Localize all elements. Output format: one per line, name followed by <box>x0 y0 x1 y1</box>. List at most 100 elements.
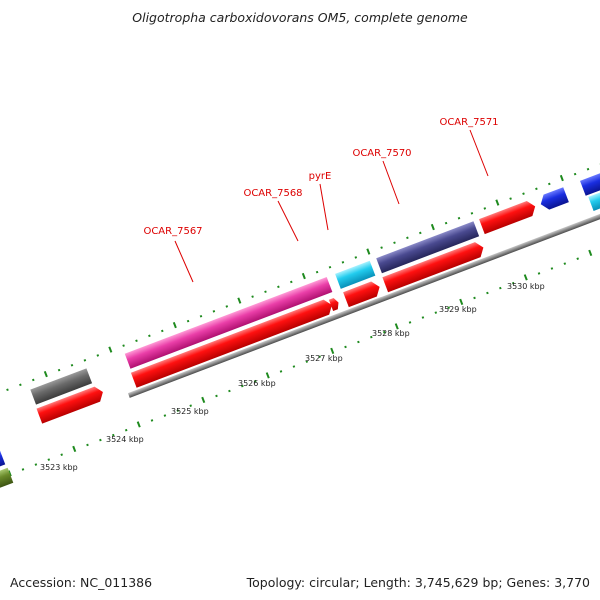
minor-tick <box>96 354 100 357</box>
leader-ocar-7568 <box>277 200 299 242</box>
minor-tick <box>199 314 203 318</box>
minor-tick <box>550 267 554 270</box>
minor-tick <box>370 335 373 339</box>
minor-tick <box>447 306 451 310</box>
minor-tick <box>163 414 167 417</box>
leader-ocar-7571 <box>469 129 489 177</box>
axis-label-3529: 3529 kbp <box>439 305 477 314</box>
minor-tick <box>292 365 296 368</box>
gene-blue-forward <box>580 171 600 196</box>
minor-tick <box>189 404 192 408</box>
gene-purple-ocar-7570[interactable] <box>376 221 480 274</box>
minor-tick <box>47 458 51 461</box>
major-tick <box>265 372 270 379</box>
minor-tick <box>483 207 487 210</box>
cds-red-ocar-7570 <box>382 242 484 293</box>
gene-label-pyre[interactable]: pyrE <box>309 171 332 182</box>
minor-tick <box>34 463 38 466</box>
major-tick <box>495 199 500 206</box>
minor-tick <box>277 285 280 289</box>
minor-tick <box>473 296 476 300</box>
minor-tick <box>6 388 9 392</box>
minor-tick <box>576 257 580 260</box>
major-tick <box>201 396 206 404</box>
axis-label-3525: 3525 kbp <box>171 407 209 416</box>
cds-red-1 <box>36 386 103 424</box>
minor-tick <box>444 221 448 225</box>
gene-olive-left <box>0 467 14 500</box>
minor-tick <box>341 261 345 264</box>
minor-tick <box>535 187 538 191</box>
gene-label-ocar-7570[interactable]: OCAR_7570 <box>352 148 411 159</box>
minor-tick <box>509 197 512 200</box>
axis-label-3528: 3528 kbp <box>372 329 410 338</box>
minor-tick <box>99 438 102 442</box>
major-tick <box>330 347 335 355</box>
minor-tick <box>328 265 332 269</box>
axis-label-3530: 3530 kbp <box>507 282 545 291</box>
minor-tick <box>470 212 474 215</box>
minor-tick <box>241 384 244 388</box>
minor-tick <box>212 310 216 313</box>
leader-ocar-7570 <box>382 160 400 205</box>
gene-label-ocar-7568[interactable]: OCAR_7568 <box>243 188 302 199</box>
major-tick <box>430 223 435 231</box>
gene-label-ocar-7567[interactable]: OCAR_7567 <box>143 226 202 237</box>
minor-tick <box>148 334 151 338</box>
gene-magenta-ocar-7567[interactable] <box>124 277 333 369</box>
minor-tick <box>225 305 229 308</box>
minor-tick <box>318 355 321 359</box>
minor-tick <box>70 363 74 367</box>
minor-tick <box>522 192 525 196</box>
major-tick <box>301 272 306 280</box>
minor-tick <box>380 246 383 249</box>
minor-tick <box>112 433 115 437</box>
minor-tick <box>135 339 138 343</box>
minor-tick <box>124 428 128 432</box>
axis-label-3526: 3526 kbp <box>238 379 276 388</box>
outer-tick-row <box>6 163 600 392</box>
leader-pyre <box>319 183 329 231</box>
minor-tick <box>264 290 267 294</box>
axis-label-3524: 3524 kbp <box>106 435 144 444</box>
minor-tick <box>573 172 577 176</box>
major-tick <box>366 248 371 255</box>
gene-gray <box>30 368 93 405</box>
minor-tick <box>537 272 541 275</box>
major-tick <box>237 297 242 304</box>
minor-tick <box>251 295 254 298</box>
minor-tick <box>434 311 438 314</box>
gene-cyan-pyre[interactable] <box>335 260 376 289</box>
minor-tick <box>305 360 309 363</box>
minor-tick <box>279 370 283 373</box>
minor-tick <box>382 330 386 334</box>
minor-tick <box>228 389 231 393</box>
major-tick <box>459 298 464 306</box>
inner-tick-row <box>7 249 593 477</box>
major-tick <box>523 274 528 281</box>
cds-red-3 <box>328 297 339 311</box>
minor-tick <box>19 383 22 387</box>
minor-tick <box>511 281 515 285</box>
major-tick <box>136 421 141 428</box>
minor-tick <box>122 344 125 347</box>
gene-label-ocar-7571[interactable]: OCAR_7571 <box>439 117 498 128</box>
minor-tick <box>421 316 425 319</box>
minor-tick <box>150 419 154 422</box>
minor-tick <box>290 280 293 284</box>
leader-ocar-7567 <box>174 240 194 283</box>
major-tick <box>172 321 177 329</box>
minor-tick <box>548 182 551 186</box>
accession-text: Accession: NC_011386 <box>10 575 153 590</box>
minor-tick <box>344 345 347 349</box>
minor-tick <box>21 468 25 471</box>
minor-tick <box>486 291 489 295</box>
minor-tick <box>563 262 567 265</box>
minor-tick <box>86 443 89 447</box>
axis-label-3527: 3527 kbp <box>305 354 343 363</box>
gene-red-ocar-7571[interactable] <box>479 199 538 235</box>
genome-backbone <box>127 151 600 398</box>
major-tick <box>588 249 593 257</box>
minor-tick <box>419 231 422 235</box>
